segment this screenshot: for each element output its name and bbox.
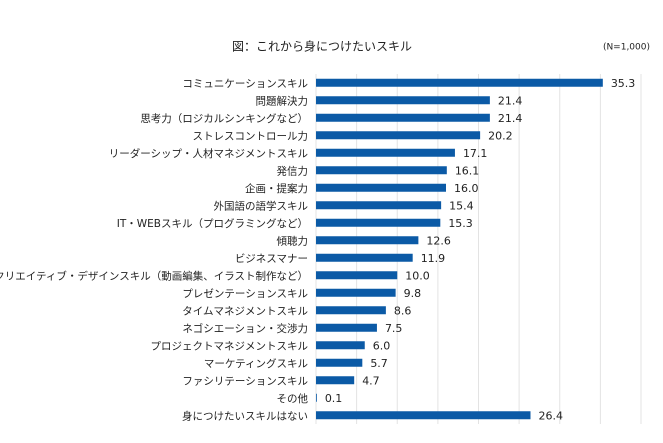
value-label: 9.8 [404, 287, 422, 300]
sample-note: (N=1,000) [603, 43, 650, 53]
bar [316, 288, 396, 297]
value-label: 12.6 [426, 234, 451, 247]
value-label: 6.0 [373, 339, 391, 352]
bar [316, 201, 442, 210]
category-label: タイムマネジメントスキル [182, 305, 308, 317]
value-label: 21.4 [498, 112, 523, 125]
bar [316, 166, 447, 175]
value-label: 20.2 [488, 129, 513, 142]
value-label: 15.4 [449, 199, 474, 212]
category-label: ファシリテーションスキル [182, 375, 308, 387]
value-label: 7.5 [385, 322, 403, 335]
bar [316, 376, 355, 385]
bar [316, 271, 398, 280]
category-label: クリエイティブ・デザインスキル（動画編集、イラスト制作など） [0, 269, 308, 282]
category-label: IT・WEBスキル（プログラミングなど） [117, 217, 308, 230]
bar [316, 341, 365, 350]
value-label: 35.3 [611, 77, 636, 90]
bar [316, 78, 603, 87]
value-label: 16.1 [455, 164, 480, 177]
value-label: 15.3 [448, 217, 473, 230]
category-label: ビジネスマナー [235, 253, 308, 265]
bar [316, 96, 490, 105]
bar [316, 148, 455, 157]
category-label: その他 [277, 392, 309, 405]
bar [316, 236, 419, 245]
bar [316, 183, 446, 192]
category-label: プロジェクトマネジメントスキル [151, 340, 309, 352]
category-label: ストレスコントロール力 [193, 129, 309, 142]
category-label: コミュニケーションスキル [182, 78, 308, 90]
value-label: 8.6 [394, 304, 412, 317]
category-label: 傾聴力 [277, 234, 309, 247]
bar [316, 323, 377, 332]
category-label: 思考力（ロジカルシンキングなど） [140, 112, 308, 125]
category-label: リーダーシップ・人材マネジメントスキル [109, 147, 308, 160]
value-label: 0.1 [325, 392, 343, 405]
value-label: 4.7 [362, 374, 380, 387]
category-label: 問題解決力 [256, 94, 309, 107]
chart-title: 図：これから身につけたいスキル [232, 39, 412, 54]
value-label: 17.1 [463, 147, 488, 160]
category-label: 企画・提案力 [245, 182, 308, 195]
category-label: 外国語の語学スキル [214, 199, 309, 212]
category-label: ネゴシエーション・交渉力 [182, 322, 308, 335]
bar [316, 306, 386, 315]
bar [316, 358, 363, 367]
value-label: 16.0 [454, 182, 479, 195]
category-label: マーケティングスキル [204, 357, 308, 370]
value-label: 5.7 [370, 357, 388, 370]
category-label: 身につけたいスキルはない [182, 409, 308, 422]
bar [316, 253, 413, 262]
bar [316, 411, 531, 420]
bar [316, 113, 490, 122]
bar [316, 393, 317, 402]
category-label: プレゼンテーションスキル [182, 288, 308, 300]
value-label: 10.0 [405, 269, 430, 282]
category-label: 発信力 [277, 164, 309, 177]
value-label: 21.4 [498, 94, 523, 107]
bar [316, 131, 481, 140]
value-label: 26.4 [539, 409, 564, 422]
value-label: 11.9 [421, 252, 446, 265]
bar [316, 218, 441, 227]
